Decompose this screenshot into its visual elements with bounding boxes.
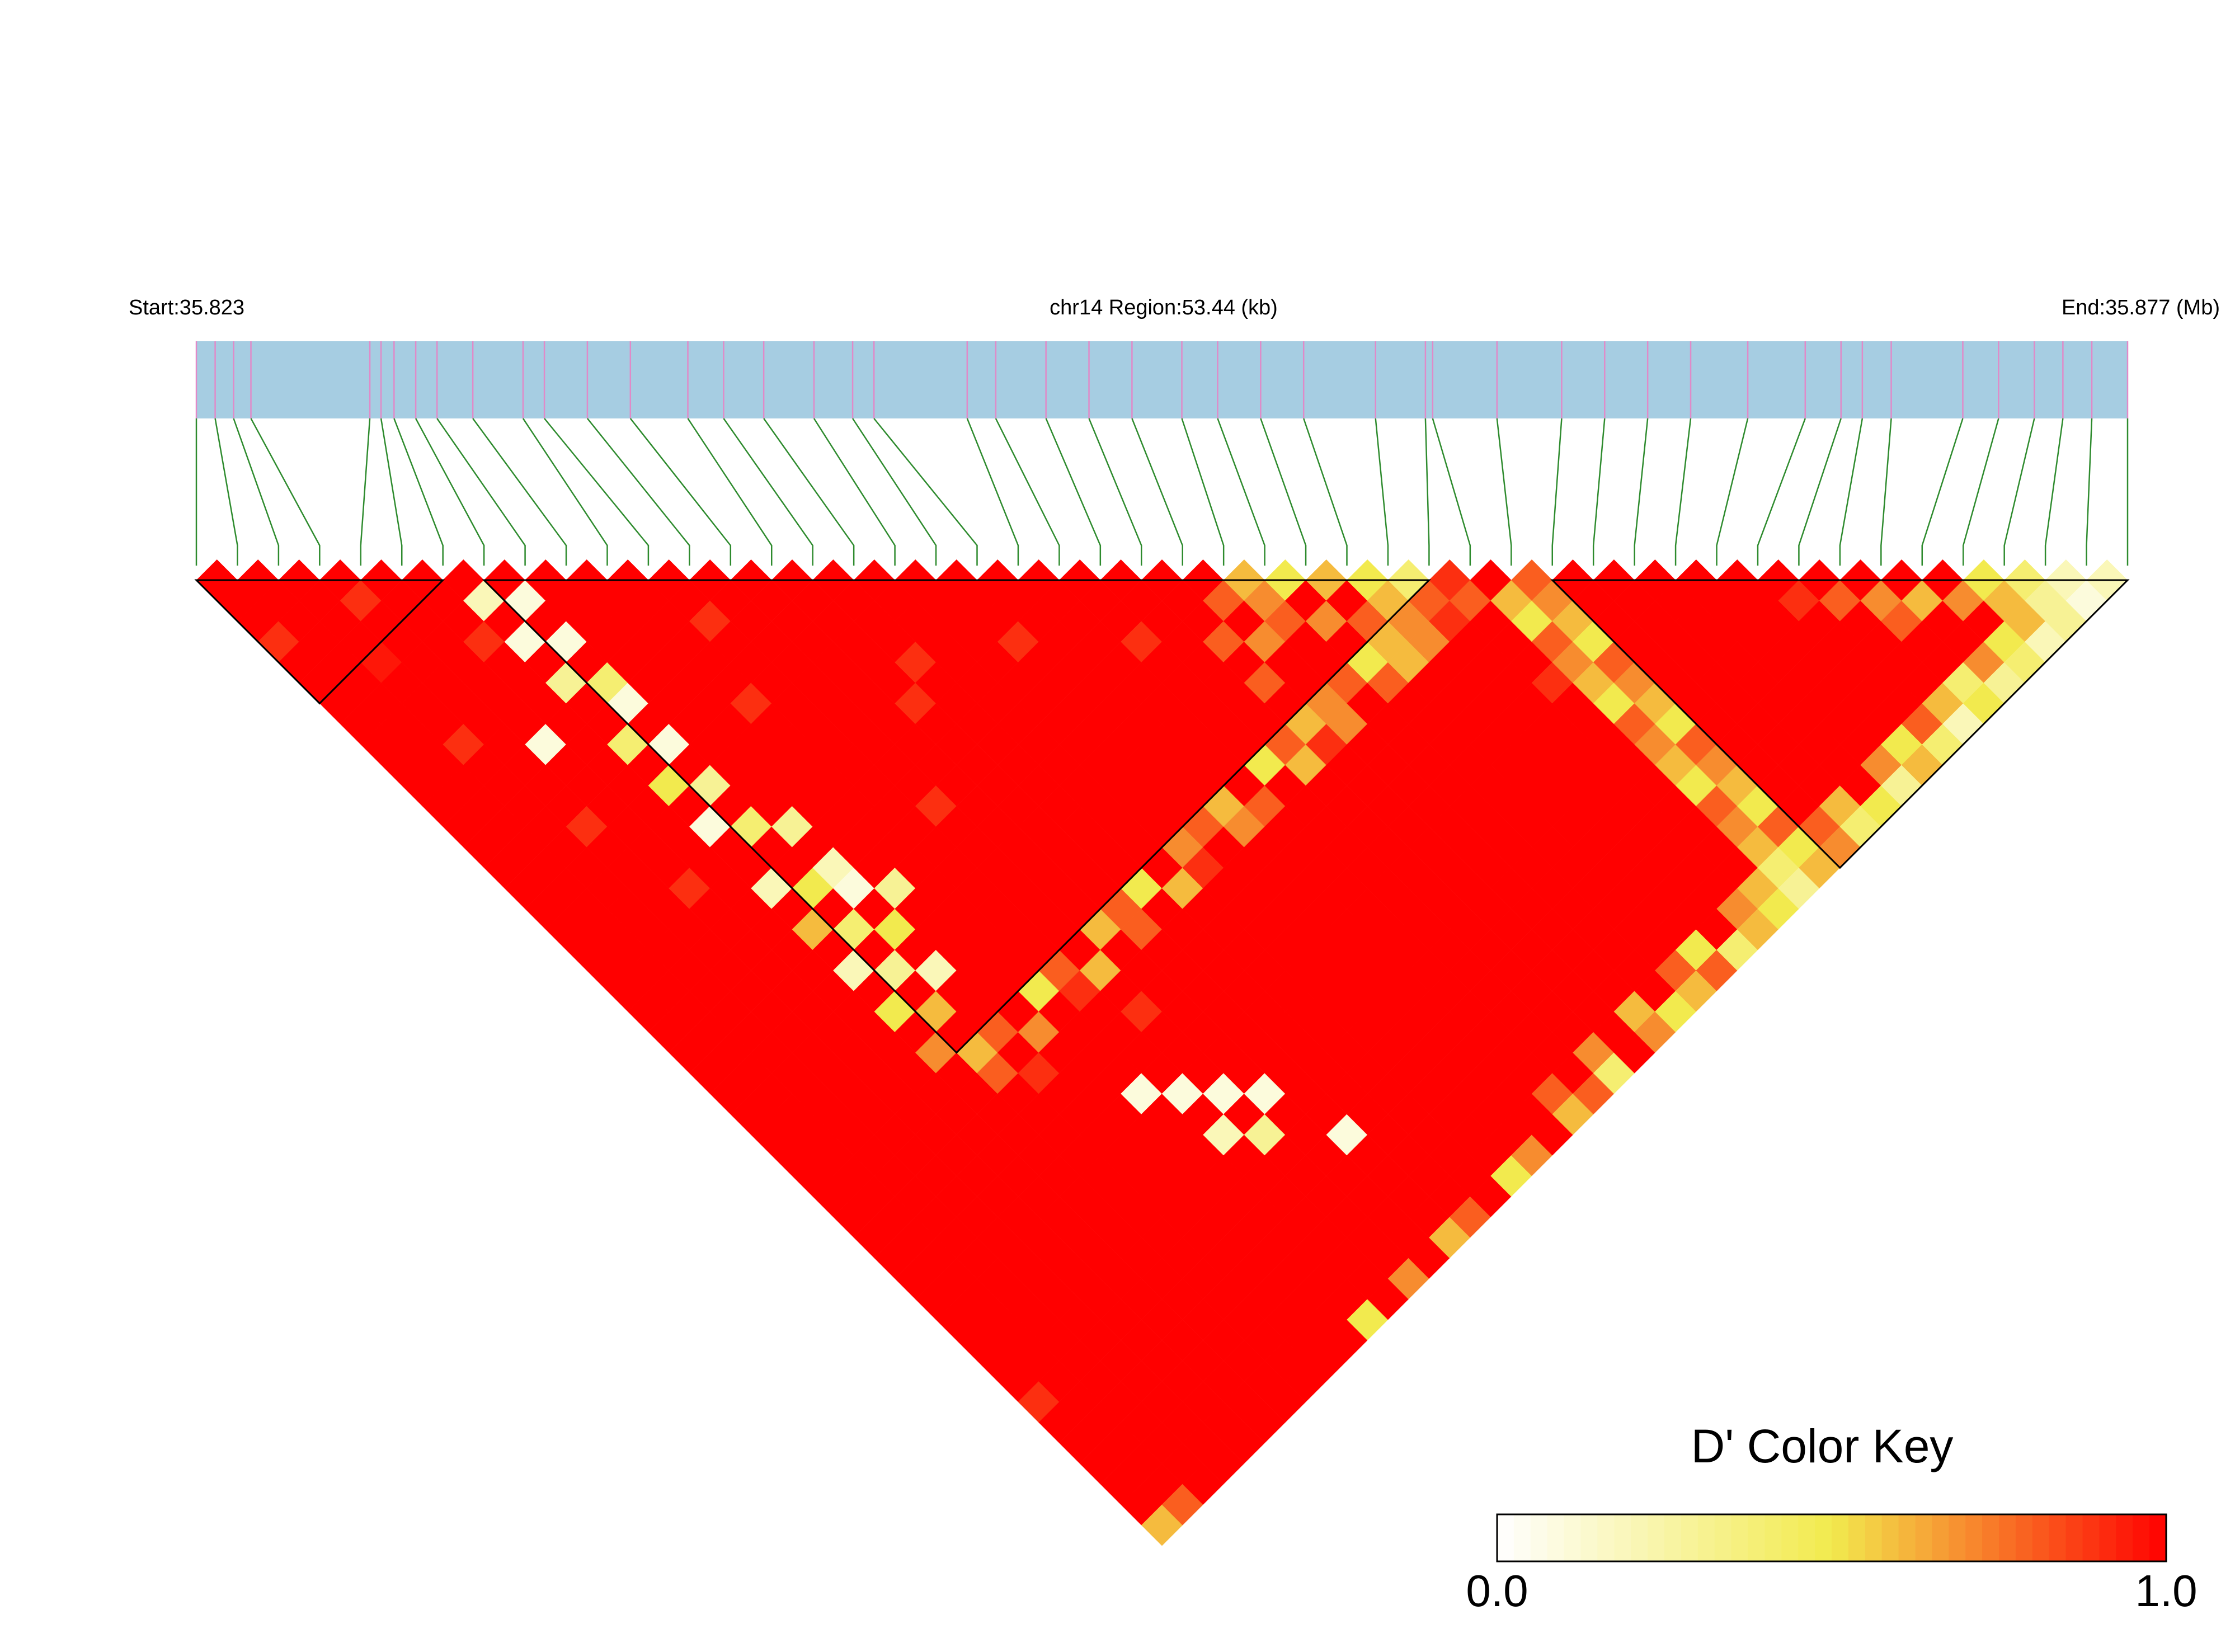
key-swatch	[1965, 1514, 1983, 1561]
key-swatch	[1731, 1514, 1749, 1561]
key-swatch	[2032, 1514, 2050, 1561]
snp-connector	[1375, 418, 1389, 566]
snp-connector	[1634, 418, 1649, 566]
ld-block	[482, 579, 1432, 1054]
key-swatch	[2065, 1514, 2083, 1561]
key-swatch	[1497, 1514, 1514, 1561]
key-swatch	[1631, 1514, 1648, 1561]
key-swatch	[1648, 1514, 1665, 1561]
snp-connector	[472, 418, 567, 566]
ld-block	[194, 579, 445, 705]
snp-connector	[360, 418, 371, 566]
snp-connector	[1181, 418, 1225, 566]
snp-connector	[214, 418, 238, 566]
snp-connector	[1045, 418, 1102, 566]
key-swatch	[1614, 1514, 1631, 1561]
key-swatch	[1564, 1514, 1582, 1561]
snp-connector	[1303, 418, 1348, 566]
key-swatch	[1865, 1514, 1883, 1561]
snp-connector	[1921, 418, 1964, 566]
snp-connector	[1798, 418, 1842, 566]
end-label: End:35.877 (Mb)	[2062, 296, 2220, 319]
key-swatch	[1781, 1514, 1799, 1561]
key-swatch	[1999, 1514, 2016, 1561]
key-swatch	[1815, 1514, 1832, 1561]
region-label: chr14 Region:53.44 (kb)	[1050, 296, 1278, 319]
key-frame	[1496, 1513, 2167, 1562]
snp-connector	[723, 418, 813, 566]
snp-connector	[1880, 418, 1892, 566]
key-tick-label: 1.0	[2135, 1566, 2197, 1616]
key-swatch	[2099, 1514, 2116, 1561]
key-swatch	[1932, 1514, 1949, 1561]
key-swatch	[1580, 1514, 1598, 1561]
key-swatch	[1597, 1514, 1615, 1561]
snp-connector	[1131, 418, 1183, 566]
snp-connector	[1496, 418, 1512, 566]
snp-connector	[1674, 418, 1692, 566]
snp-connector	[1217, 418, 1265, 566]
snp-connector	[2003, 418, 2035, 566]
key-swatch	[1697, 1514, 1715, 1561]
key-swatch	[1881, 1514, 1899, 1561]
snp-connector	[544, 418, 650, 566]
snp-connector	[2044, 418, 2064, 566]
key-swatch	[1949, 1514, 1966, 1561]
key-swatch	[2116, 1514, 2133, 1561]
snp-connector	[873, 418, 978, 566]
key-swatch	[1530, 1514, 1548, 1561]
key-swatch	[1748, 1514, 1765, 1561]
snp-connector	[1424, 418, 1430, 566]
key-title: D' Color Key	[1691, 1420, 1954, 1472]
snp-connector	[1088, 418, 1142, 566]
snp-connector	[380, 418, 403, 566]
region-bar	[196, 341, 2128, 418]
key-swatch	[1898, 1514, 1916, 1561]
key-swatch	[1798, 1514, 1815, 1561]
key-swatch	[1547, 1514, 1565, 1561]
key-tick-label: 0.0	[1466, 1566, 1528, 1616]
snp-connector	[1551, 418, 1563, 566]
snp-connector	[629, 418, 732, 566]
key-swatch	[1513, 1514, 1531, 1561]
key-swatch	[1832, 1514, 1849, 1561]
snp-connector	[436, 418, 526, 566]
key-swatch	[1681, 1514, 1698, 1561]
snp-connector	[522, 418, 608, 566]
key-swatch	[2015, 1514, 2033, 1561]
snp-connector	[813, 418, 896, 566]
snp-connector	[1757, 418, 1806, 566]
snp-connector	[1592, 418, 1606, 566]
snp-connector	[763, 418, 855, 566]
snp-connector	[250, 418, 321, 566]
snp-connector	[1432, 418, 1471, 566]
key-swatch	[2082, 1514, 2100, 1561]
key-swatch	[2133, 1514, 2150, 1561]
snp-connector	[1260, 418, 1307, 566]
snp-connector	[1716, 418, 1749, 566]
key-swatch	[2049, 1514, 2067, 1561]
key-swatch	[2149, 1514, 2167, 1561]
snp-connector	[586, 418, 690, 566]
snp-connector	[1962, 418, 1999, 566]
ld-block	[1550, 579, 2130, 869]
snp-connector	[687, 418, 773, 566]
snp-connector	[415, 418, 485, 566]
snp-connector	[393, 418, 444, 566]
key-swatch	[1714, 1514, 1732, 1561]
key-swatch	[1848, 1514, 1866, 1561]
key-swatch	[1765, 1514, 1782, 1561]
key-swatch	[1915, 1514, 1932, 1561]
key-swatch	[1664, 1514, 1682, 1561]
start-label: Start:35.823	[129, 296, 244, 319]
snp-connector	[995, 418, 1060, 566]
key-swatch	[1982, 1514, 1999, 1561]
snp-connector	[2086, 418, 2093, 566]
snp-connector	[233, 418, 280, 566]
snp-connector	[852, 418, 937, 566]
snp-connector	[966, 418, 1019, 566]
snp-connector	[1839, 418, 1864, 566]
